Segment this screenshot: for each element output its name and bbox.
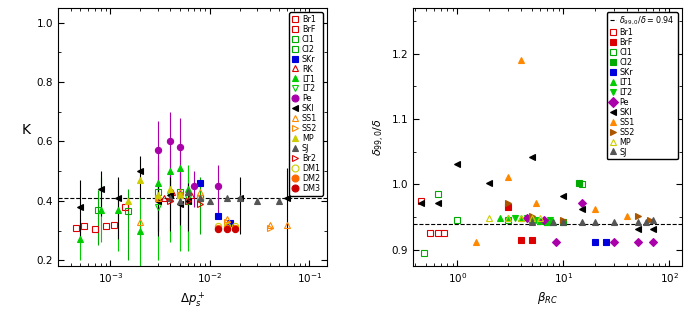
X-axis label: $\beta_{RC}$: $\beta_{RC}$ xyxy=(537,290,558,306)
Legend: $\delta_{99,0} / \delta = 0.94$, Br1, BrF, Cl1, Cl2, SKr, LT1, LT2, Pe, SKl, SS1: $\delta_{99,0} / \delta = 0.94$, Br1, Br… xyxy=(607,12,677,159)
Legend: Br1, BrF, Cl1, Cl2, SKr, RK, LT1, LT2, Pe, SKl, SS1, SS2, MP, SJ, Br2, DM1, DM2,: Br1, BrF, Cl1, Cl2, SKr, RK, LT1, LT2, P… xyxy=(290,12,323,196)
Y-axis label: $\delta_{99,0} / \delta$: $\delta_{99,0} / \delta$ xyxy=(372,118,387,156)
Y-axis label: K: K xyxy=(21,123,30,137)
X-axis label: $\Delta p_s^+$: $\Delta p_s^+$ xyxy=(179,290,205,309)
